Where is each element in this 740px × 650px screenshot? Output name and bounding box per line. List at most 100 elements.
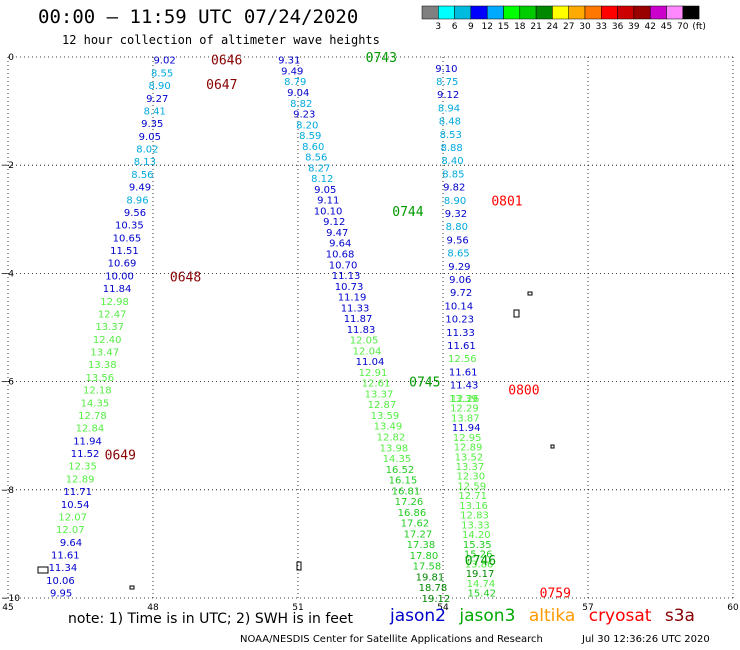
x-tick-label: 45 [2, 603, 13, 613]
wave-height-label: 13.49 [374, 422, 403, 433]
wave-height-label: 8.27 [308, 163, 330, 174]
pass-time-label: 0743 [366, 51, 397, 66]
wave-height-label: 10.68 [326, 249, 355, 260]
wave-height-label: 18.78 [419, 583, 448, 594]
scale-label: 21 [530, 22, 541, 32]
wave-height-label: 12.04 [353, 346, 382, 357]
wave-height-label: 12.78 [78, 411, 107, 422]
scale-label: 70 [677, 22, 689, 32]
wave-height-label: 13.98 [380, 443, 409, 454]
scale-label: (ft) [692, 22, 706, 32]
wave-height-label: 11.61 [449, 367, 478, 378]
scale-label: 12 [481, 22, 492, 32]
wave-height-label: 11.34 [49, 563, 78, 574]
wave-height-label: 9.11 [317, 196, 339, 207]
wave-height-label: 14.20 [462, 530, 491, 541]
wave-height-label: 12.61 [362, 379, 391, 390]
wave-height-label: 9.72 [450, 288, 472, 299]
wave-height-label: 9.64 [329, 239, 351, 250]
legend-cryosat: cryosat [588, 606, 652, 626]
wave-height-label: 10.69 [108, 259, 137, 270]
wave-height-label: 12.98 [100, 297, 129, 308]
wave-height-label: 9.32 [445, 209, 467, 220]
pass-time-label: 0744 [392, 205, 423, 220]
footer-credit: NOAA/NESDIS Center for Satellite Applica… [240, 634, 543, 645]
wave-height-label: 8.90 [444, 196, 466, 207]
wave-height-label: 14.35 [383, 454, 412, 465]
scale-swatch [568, 5, 586, 20]
wave-height-label: 11.87 [344, 314, 373, 325]
scale-swatch [535, 5, 553, 20]
wave-height-label: 10.73 [335, 282, 364, 293]
wave-height-label: 8.40 [441, 156, 463, 167]
wave-height-label: 11.19 [338, 293, 367, 304]
page-subtitle: 12 hour collection of altimeter wave hei… [62, 33, 380, 47]
scale-label: 15 [498, 22, 509, 32]
x-tick-label: 51 [292, 603, 303, 613]
scale-label: 30 [579, 22, 591, 32]
wave-height-label: 17.38 [407, 540, 436, 551]
wave-height-label: 8.13 [134, 157, 156, 168]
island-outline [129, 585, 135, 590]
island-outline [527, 291, 533, 296]
wave-height-label: 12.29 [450, 404, 479, 415]
wave-height-label: 12.89 [454, 443, 483, 454]
wave-height-label: 16.86 [398, 508, 427, 519]
wave-height-label: 11.83 [347, 325, 376, 336]
wave-height-label: 12.95 [453, 433, 482, 444]
scale-swatch [682, 5, 700, 20]
wave-height-label: 9.02 [153, 56, 175, 67]
wave-height-label: 13.38 [88, 360, 117, 371]
wave-height-label: 10.54 [61, 500, 90, 511]
wave-height-label: 19.17 [466, 569, 495, 580]
scale-swatch [633, 5, 651, 20]
wave-height-label: 9.27 [146, 94, 168, 105]
wave-height-label: 11.61 [51, 551, 80, 562]
wave-height-label: 11.13 [332, 271, 361, 282]
scale-swatch [454, 5, 472, 20]
wave-height-label: 9.49 [281, 66, 303, 77]
island-outline [37, 566, 49, 574]
wave-height-label: 17.27 [404, 529, 433, 540]
wave-height-label: 10.70 [329, 260, 358, 271]
wave-height-label: 12.40 [93, 335, 122, 346]
wave-height-label: 8.55 [151, 68, 173, 79]
scale-swatch [584, 5, 602, 20]
scale-label: 9 [468, 22, 474, 32]
wave-height-label: 12.91 [359, 368, 388, 379]
wave-height-label: 13.37 [365, 389, 394, 400]
wave-height-label: 15.42 [468, 589, 497, 600]
page-title: 00:00 – 11:59 UTC 07/24/2020 [38, 6, 359, 28]
wave-height-label: 13.47 [90, 348, 119, 359]
x-tick-label: 48 [147, 603, 159, 613]
wave-height-label: 17.26 [395, 497, 424, 508]
legend-jason2: jason2 [390, 606, 446, 626]
wave-height-label: 17.62 [401, 519, 430, 530]
scale-swatch [503, 5, 521, 20]
scale-label: 27 [563, 22, 574, 32]
wave-height-label: 8.75 [436, 77, 458, 88]
wave-height-label: 9.56 [447, 235, 469, 246]
wave-height-label: 8.02 [136, 145, 158, 156]
scale-label: 18 [514, 22, 526, 32]
wave-height-label: 13.56 [86, 373, 115, 384]
wave-height-label: 10.23 [445, 315, 474, 326]
legend-jason3: jason3 [459, 606, 516, 626]
wave-height-label: 9.82 [443, 183, 465, 194]
wave-height-label: 12.07 [58, 512, 87, 523]
wave-height-label: 13.16 [459, 501, 488, 512]
wave-height-label: 10.65 [113, 233, 142, 244]
wave-height-label: 11.61 [447, 341, 476, 352]
scale-label: 33 [596, 22, 607, 32]
wave-height-label: 11.52 [71, 449, 100, 460]
wave-height-label: 12.47 [98, 309, 127, 320]
wave-height-label: 12.05 [350, 336, 379, 347]
wave-height-label: 12.84 [76, 424, 105, 435]
pass-time-label: 0647 [206, 78, 237, 93]
wave-height-label: 15.26 [464, 550, 493, 561]
wave-height-label: 11.94 [452, 423, 481, 434]
wave-height-label: 11.33 [446, 328, 475, 339]
wave-height-label: 17.80 [410, 551, 439, 562]
wave-height-label: 12.83 [460, 511, 489, 522]
